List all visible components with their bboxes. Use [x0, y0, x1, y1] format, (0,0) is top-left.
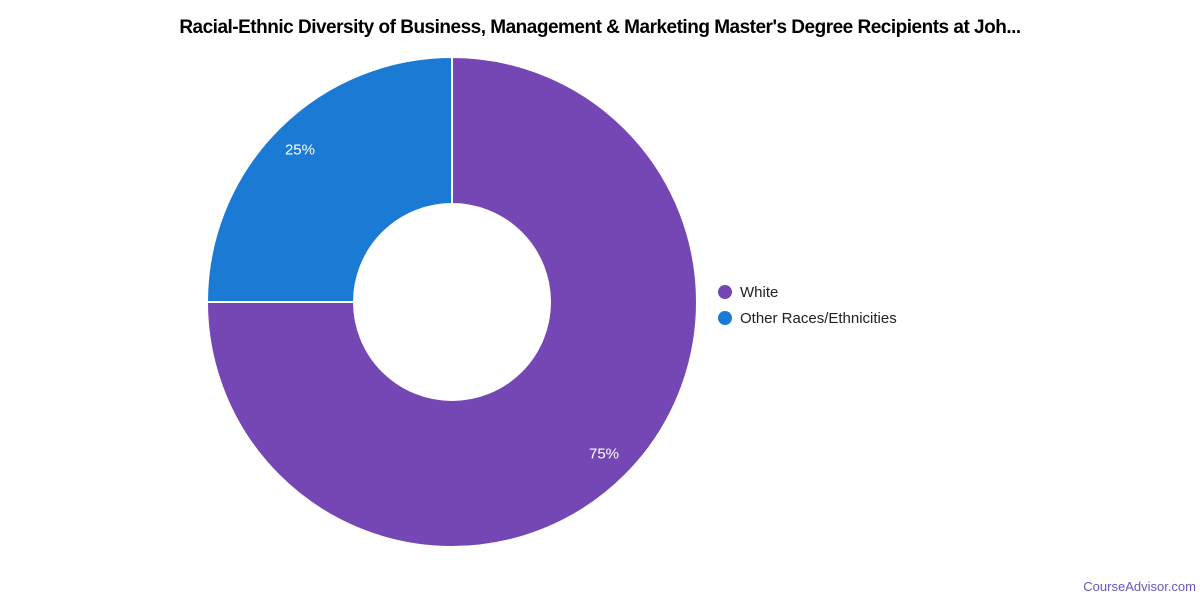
legend-marker-white-icon [718, 285, 732, 299]
legend-item-other-races[interactable]: Other Races/Ethnicities [718, 305, 897, 331]
slice-data-label: 25% [285, 141, 315, 158]
legend-label-other-races: Other Races/Ethnicities [740, 309, 897, 327]
courseadvisor-watermark[interactable]: CourseAdvisor.com [1083, 579, 1196, 594]
legend-item-white[interactable]: White [718, 279, 897, 305]
slice-data-label: 75% [589, 446, 619, 463]
chart-legend: White Other Races/Ethnicities [718, 279, 897, 331]
chart-title: Racial-Ethnic Diversity of Business, Man… [179, 17, 1021, 38]
legend-marker-other-races-icon [718, 311, 732, 325]
pie-slice-other-races-ethnicities[interactable] [206, 56, 453, 303]
legend-label-white: White [740, 283, 779, 301]
pie-slice-white[interactable] [206, 56, 698, 548]
